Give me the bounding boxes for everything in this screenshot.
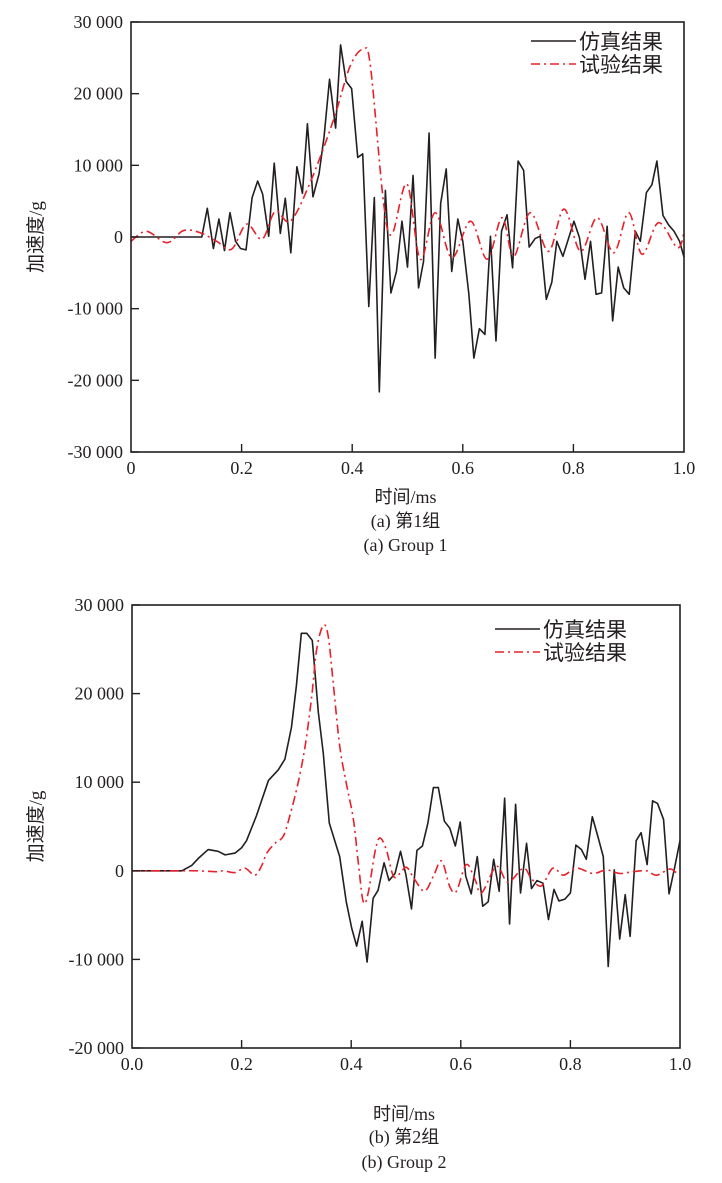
caption-chinese: (b) 第2组 (369, 1127, 440, 1148)
x-axis-label: 时间/ms (374, 487, 436, 507)
series-line-experiment (130, 47, 685, 261)
y-tick-label: 20 000 (75, 684, 125, 704)
y-axis-label: 加速度/g (25, 790, 47, 862)
x-tick-label: 0.8 (559, 1054, 582, 1074)
series-line-simulation (132, 632, 681, 968)
caption-english: (a) Group 1 (364, 535, 448, 556)
y-tick-label: 0 (114, 227, 123, 247)
x-tick-label: 0.2 (230, 1054, 253, 1074)
x-tick-label: 0.4 (340, 1054, 363, 1074)
y-tick-label: -10 000 (68, 299, 124, 319)
x-tick-label: 0.6 (452, 458, 475, 478)
y-tick-label: 10 000 (75, 772, 125, 792)
chart-panel-1: 30 000 20 000 10 000 0 -10 000 -20 000 -30 000… (25, 12, 695, 556)
legend-label-experiment: 试验结果 (579, 53, 663, 77)
series-line-simulation (131, 44, 685, 393)
y-tick-label: 10 000 (74, 155, 124, 175)
y-tick-label: 0 (115, 861, 124, 881)
series-line-experiment (132, 623, 677, 905)
x-tick-label: 0.8 (562, 458, 585, 478)
y-tick-label: 30 000 (75, 595, 125, 615)
x-tick-label: 1.0 (669, 1054, 692, 1074)
plot-frame (130, 21, 685, 453)
x-tick-label: 1.0 (673, 458, 696, 478)
legend-label-simulation: 仿真结果 (579, 30, 663, 54)
x-tick-label: 0.4 (341, 458, 364, 478)
plot-frame (131, 604, 681, 1049)
y-axis-label: 加速度/g (25, 201, 47, 273)
x-tick-label: 0.6 (450, 1054, 473, 1074)
caption-english: (b) Group 2 (362, 1152, 447, 1173)
x-axis-label: 时间/ms (373, 1104, 435, 1124)
y-tick-label: -20 000 (69, 1038, 125, 1058)
y-tick-label: -10 000 (69, 949, 125, 969)
x-tick-label: 0 (127, 458, 136, 478)
legend-label-simulation: 仿真结果 (543, 618, 627, 642)
y-tick-label: 20 000 (74, 84, 124, 104)
caption-chinese: (a) 第1组 (371, 511, 440, 532)
y-tick-label: -20 000 (68, 370, 124, 390)
y-tick-label: 30 000 (74, 12, 124, 32)
x-tick-label: 0.2 (230, 458, 253, 478)
legend-label-experiment: 试验结果 (543, 641, 627, 665)
y-tick-label: -30 000 (68, 442, 124, 462)
x-tick-label: 0.0 (121, 1054, 144, 1074)
